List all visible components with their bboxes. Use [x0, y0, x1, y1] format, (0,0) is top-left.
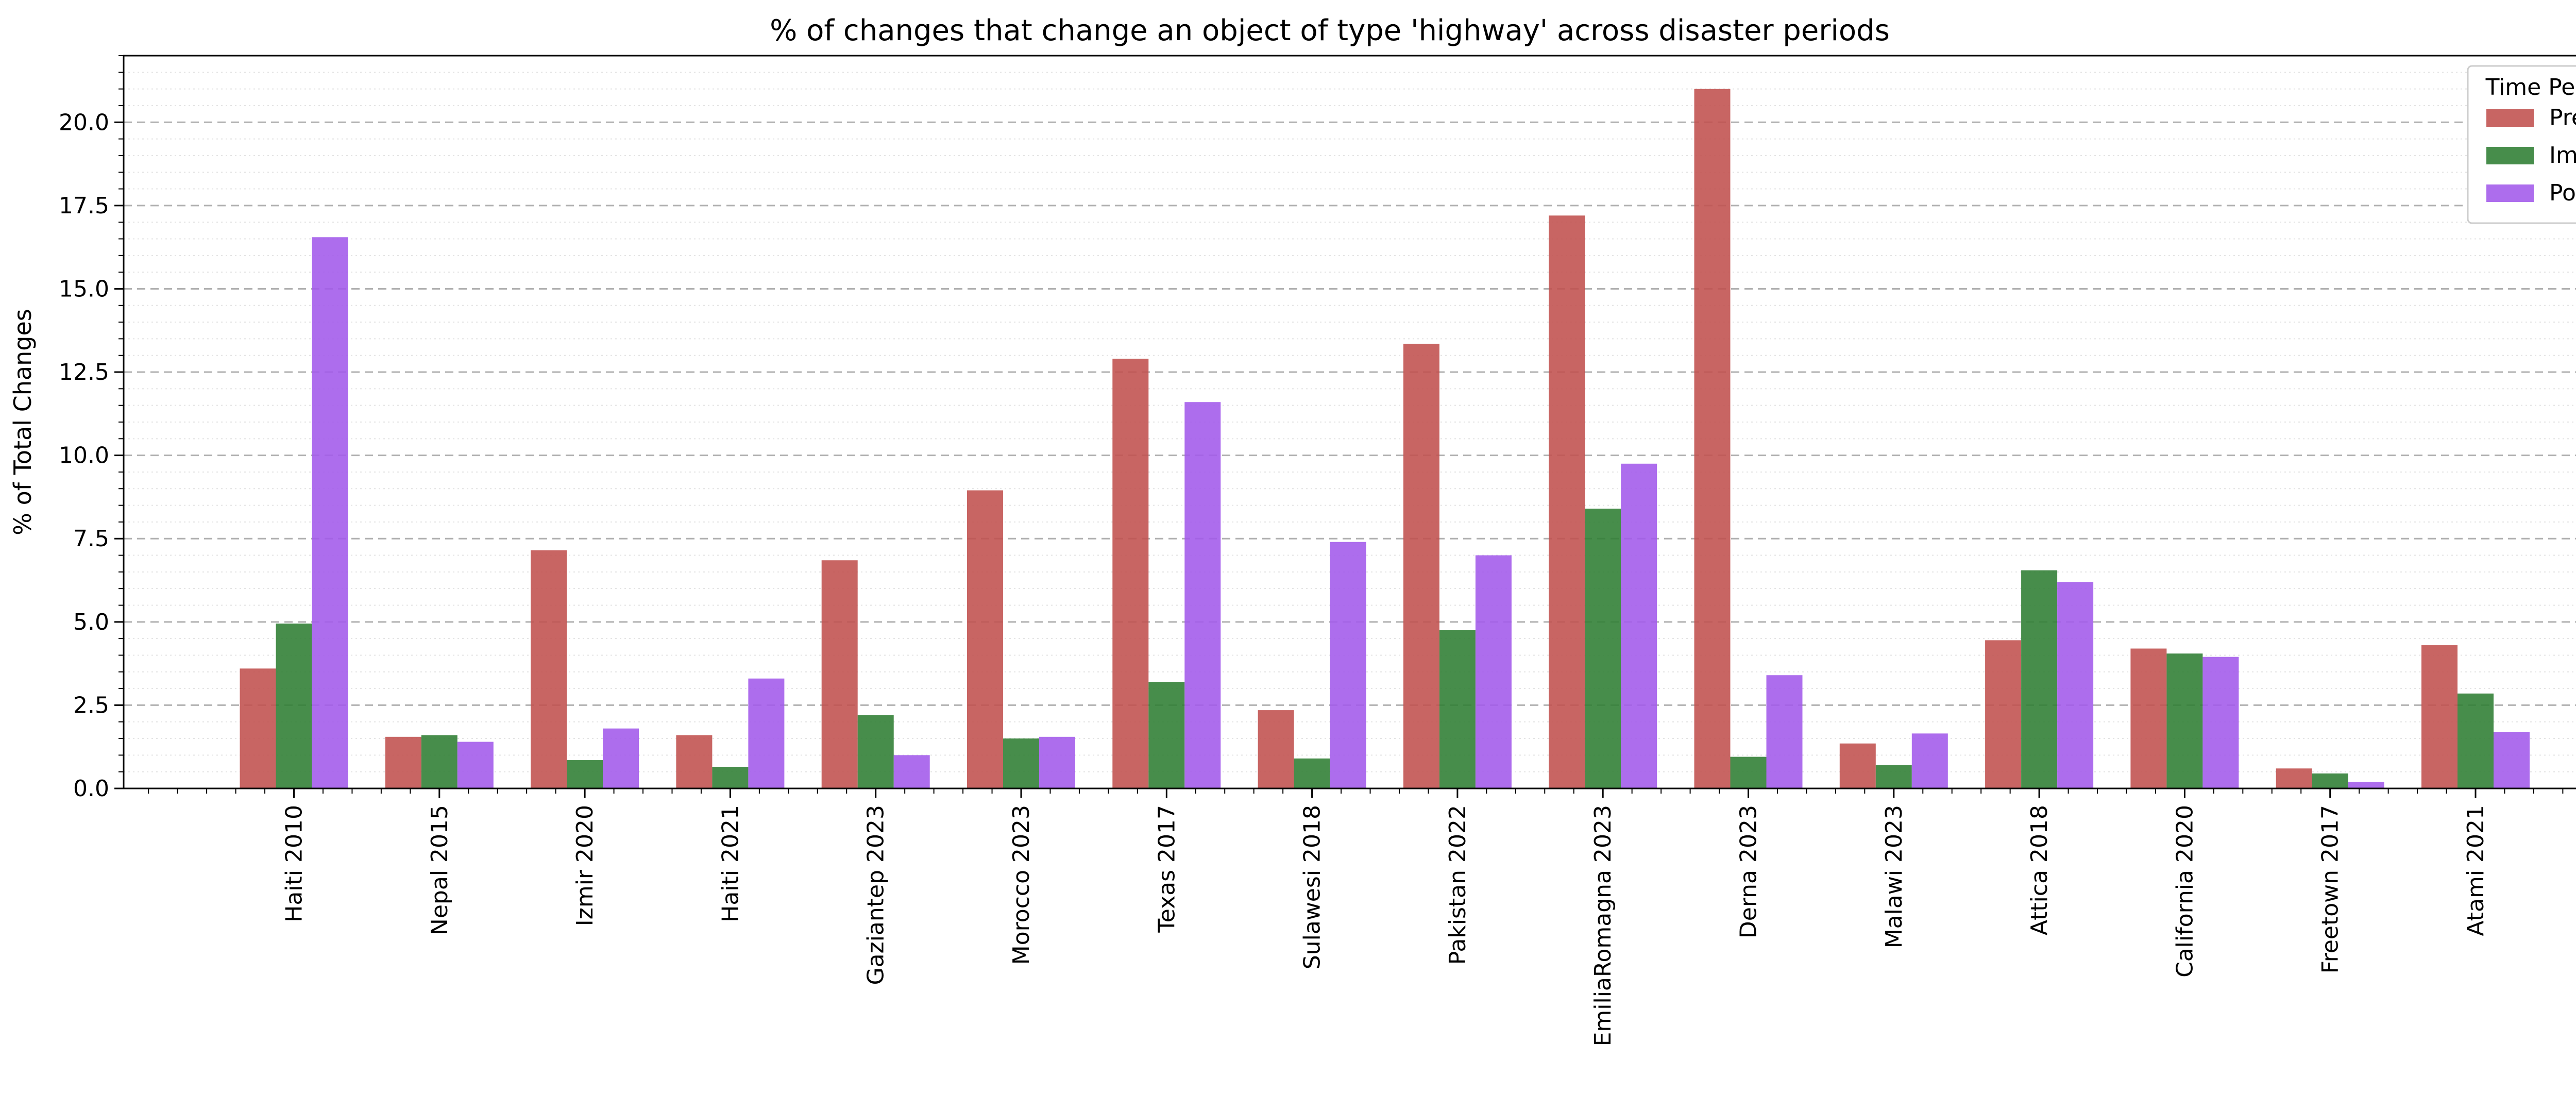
bars	[240, 89, 2530, 789]
bar-pre	[1549, 215, 1585, 789]
x-tick-label: EmiliaRomagna 2023	[1590, 805, 1616, 1046]
bar-imm	[1148, 682, 1185, 788]
bar-imm	[1585, 509, 1621, 788]
bar-imm	[567, 760, 603, 788]
bar-imm	[712, 766, 749, 788]
y-axis-title: % of Total Changes	[9, 309, 37, 535]
x-tick-label: Haiti 2021	[717, 805, 743, 922]
legend-label-pre: Pre	[2549, 105, 2576, 131]
bar-pre	[1839, 743, 1876, 788]
bar-post	[893, 755, 930, 788]
x-tick-label: Texas 2017	[1154, 805, 1180, 933]
legend-label-post: Post	[2549, 180, 2576, 206]
bar-imm	[421, 735, 457, 788]
bar-post	[1039, 736, 1075, 788]
bar-imm	[2458, 693, 2494, 788]
y-tick-label: 12.5	[59, 359, 109, 385]
x-tick-label: Atami 2021	[2463, 805, 2489, 936]
y-tick-label: 2.5	[73, 692, 109, 718]
bar-imm	[2166, 653, 2203, 788]
bar-imm	[2021, 570, 2058, 788]
bar-imm	[1730, 756, 1767, 788]
x-tick-label: Morocco 2023	[1008, 805, 1035, 965]
bar-pre	[240, 668, 276, 788]
bar-imm	[276, 624, 312, 788]
y-tick-label: 20.0	[59, 109, 109, 136]
bar-pre	[531, 550, 567, 788]
bar-pre	[1258, 710, 1294, 788]
bar-post	[2057, 582, 2094, 788]
legend-label-imm: Imm	[2549, 142, 2576, 169]
legend-box	[2467, 65, 2576, 224]
bar-post	[2494, 732, 2530, 788]
y-tick-label: 5.0	[73, 609, 109, 635]
x-tick-label: Sulawesi 2018	[1299, 805, 1326, 969]
bar-pre	[2421, 645, 2458, 788]
y-tick-label: 17.5	[59, 193, 109, 219]
bar-imm	[2312, 773, 2348, 788]
bar-pre	[967, 490, 1003, 788]
x-tick-label: Attica 2018	[2026, 805, 2053, 935]
bar-imm	[1003, 738, 1039, 788]
x-tick-label: Freetown 2017	[2317, 805, 2344, 973]
chart-title: % of changes that change an object of ty…	[770, 14, 1890, 47]
bar-pre	[2130, 648, 2167, 788]
bar-imm	[1875, 765, 1912, 788]
legend-swatch-pre	[2486, 109, 2534, 127]
bar-post	[603, 728, 639, 788]
bar-pre	[676, 735, 713, 788]
legend-title: Time Period	[2485, 74, 2576, 100]
bar-post	[2348, 782, 2384, 788]
bar-post	[457, 742, 494, 788]
legend: Time Period Pre Imm Post	[2467, 65, 2576, 224]
y-tick-label: 0.0	[73, 776, 109, 802]
legend-swatch-post	[2486, 184, 2534, 202]
bar-imm	[1439, 630, 1476, 788]
bar-pre	[1985, 640, 2022, 788]
bar-post	[2202, 657, 2239, 788]
bar-pre	[821, 560, 858, 788]
legend-swatch-imm	[2486, 147, 2534, 164]
bar-pre	[385, 736, 421, 788]
bar-post	[1475, 555, 1512, 788]
bar-imm	[857, 715, 894, 788]
bar-post	[1330, 542, 1366, 788]
x-tick-label: California 2020	[2172, 805, 2198, 978]
bar-pre	[1403, 344, 1439, 788]
y-tick-label: 7.5	[73, 526, 109, 552]
bar-imm	[1294, 758, 1330, 788]
x-tick-label: Pakistan 2022	[1445, 805, 1471, 965]
x-tick-label: Malawi 2023	[1881, 805, 1907, 948]
bar-post	[1184, 402, 1221, 788]
bar-post	[1621, 463, 1657, 788]
bar-post	[1766, 675, 1803, 788]
bar-post	[748, 678, 785, 788]
axes: 0.0 2.5 5.0 7.5 10.0 12.5 15.0 17.5 20.0 Haiti 20…	[59, 55, 2564, 1046]
bar-pre	[1112, 359, 1149, 788]
x-tick-label: Nepal 2015	[427, 805, 453, 935]
x-tick-label: Gaziantep 2023	[863, 805, 889, 985]
x-tick-label: Derna 2023	[1736, 805, 1762, 938]
y-tick-label: 15.0	[59, 276, 109, 302]
bar-pre	[2276, 768, 2312, 788]
x-tick-label: Izmir 2020	[572, 805, 598, 926]
bar-post	[312, 237, 348, 788]
y-tick-label: 10.0	[59, 443, 109, 469]
bar-pre	[1694, 89, 1731, 789]
x-tick-label: Haiti 2010	[281, 805, 308, 922]
bar-post	[1911, 733, 1948, 788]
